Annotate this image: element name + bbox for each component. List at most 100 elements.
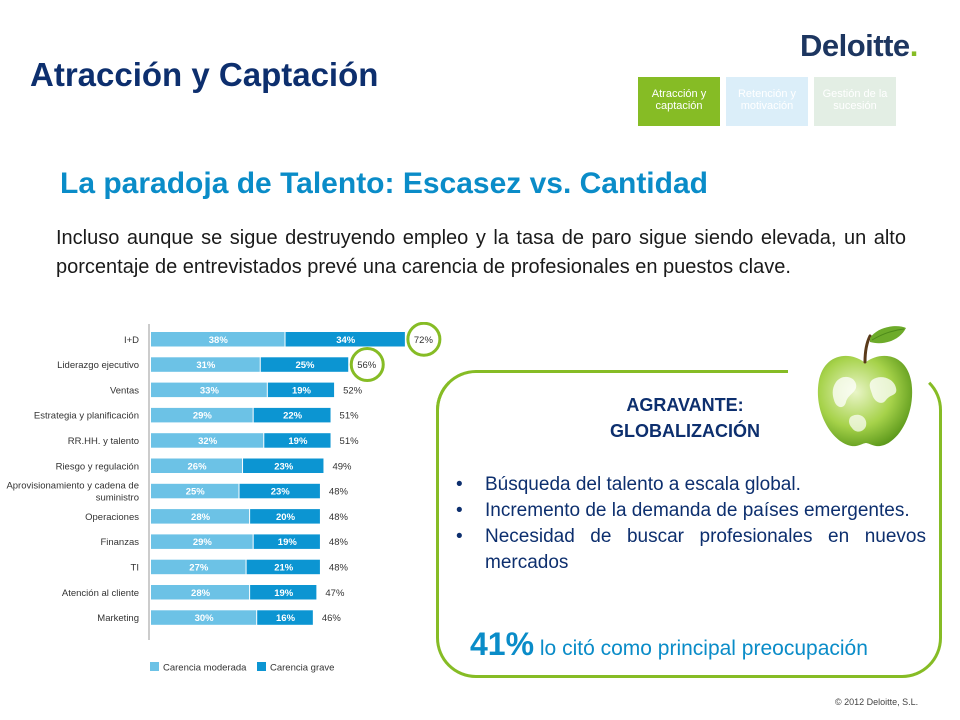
- stat-value: 41%: [470, 626, 535, 662]
- globalization-bullets: Búsqueda del talento a escala global. In…: [456, 472, 926, 576]
- legend-swatch: [257, 662, 266, 671]
- category-label: Liderazgo ejecutivo: [57, 360, 139, 371]
- category-label: Ventas: [110, 385, 139, 396]
- bar-segment: [151, 357, 260, 372]
- total-label: 51%: [340, 411, 360, 422]
- category-label: Finanzas: [100, 537, 139, 548]
- bar-segment: [285, 332, 405, 347]
- category-label: Estrategia y planificación: [34, 411, 139, 422]
- tab-retencion[interactable]: Retención y motivación: [726, 77, 808, 126]
- bar-segment: [151, 433, 264, 448]
- bar-segment: [151, 509, 250, 524]
- bullet-item: Necesidad de buscar profesionales en nue…: [456, 524, 926, 576]
- bar-value-label: 16%: [276, 613, 296, 624]
- bar-segment: [151, 610, 257, 625]
- bar-segment: [257, 610, 313, 625]
- bar-value-label: 20%: [276, 512, 296, 523]
- total-label: 48%: [329, 537, 349, 548]
- bar-value-label: 25%: [295, 360, 315, 371]
- bar-value-label: 23%: [271, 487, 291, 498]
- copyright: © 2012 Deloitte, S.L.: [835, 697, 919, 707]
- globe-apple-icon: [817, 326, 913, 447]
- bullet-item: Búsqueda del talento a escala global.: [456, 472, 926, 498]
- category-label: Operaciones: [85, 512, 139, 523]
- bar-value-label: 27%: [189, 562, 209, 573]
- total-label: 72%: [414, 335, 434, 346]
- bar-segment: [151, 483, 239, 499]
- total-label: 52%: [343, 385, 363, 396]
- bar-segment: [253, 407, 331, 423]
- bar-segment: [151, 407, 253, 423]
- bar-segment: [151, 382, 267, 398]
- total-label: 47%: [325, 588, 345, 599]
- panel-top-border: [476, 370, 788, 373]
- bar-segment: [151, 534, 253, 549]
- bar-segment: [151, 458, 243, 473]
- bar-segment: [151, 559, 246, 575]
- bar-value-label: 28%: [191, 512, 211, 523]
- bar-value-label: 22%: [283, 411, 303, 422]
- panel-heading-line-1: AGRAVANTE:: [626, 395, 744, 415]
- total-label: 46%: [322, 613, 342, 624]
- bar-value-label: 21%: [274, 562, 294, 573]
- category-label: I+D: [124, 335, 139, 346]
- total-label: 48%: [329, 512, 349, 523]
- category-label: Riesgo y regulación: [56, 461, 139, 472]
- slide-subtitle: La paradoja de Talento: Escasez vs. Cant…: [60, 167, 708, 200]
- bullet-item: Incremento de la demanda de países emerg…: [456, 498, 926, 524]
- category-label: RR.HH. y talento: [68, 436, 139, 447]
- panel-heading: AGRAVANTE: GLOBALIZACIÓN: [560, 392, 810, 444]
- bar-segment: [264, 433, 331, 448]
- bar-value-label: 19%: [292, 385, 312, 396]
- legend-label: Carencia grave: [270, 663, 334, 674]
- panel-heading-line-2: GLOBALIZACIÓN: [610, 421, 760, 441]
- category-label: TI: [131, 562, 139, 573]
- bar-segment: [239, 483, 320, 499]
- category-label: Marketing: [97, 613, 139, 624]
- bar-value-label: 34%: [336, 335, 356, 346]
- bar-segment: [246, 559, 320, 575]
- stat-text: lo citó como principal preocupación: [539, 637, 868, 660]
- tab-sucesion[interactable]: Gestión de la sucesión: [814, 77, 896, 126]
- total-label: 51%: [340, 436, 360, 447]
- bar-value-label: 30%: [195, 613, 215, 624]
- tab-atraccion[interactable]: Atracción y captación: [638, 77, 720, 126]
- bar-value-label: 32%: [198, 436, 218, 447]
- bar-value-label: 31%: [196, 360, 216, 371]
- bar-value-label: 23%: [274, 461, 294, 472]
- bar-value-label: 25%: [186, 487, 206, 498]
- bar-segment: [151, 585, 250, 600]
- bar-value-label: 19%: [274, 588, 294, 599]
- section-tabs: Atracción y captación Retención y motiva…: [638, 77, 896, 126]
- bar-value-label: 26%: [188, 461, 208, 472]
- bar-segment: [250, 509, 320, 524]
- total-label: 48%: [329, 487, 349, 498]
- bar-value-label: 29%: [193, 411, 213, 422]
- category-label: suministro: [96, 493, 139, 504]
- bar-segment: [243, 458, 324, 473]
- page-title: Atracción y Captación: [30, 56, 379, 93]
- bar-value-label: 28%: [191, 588, 211, 599]
- category-label: Atención al cliente: [62, 588, 139, 599]
- legend-label: Carencia moderada: [163, 663, 247, 674]
- legend-swatch: [150, 662, 159, 671]
- total-label: 48%: [329, 562, 349, 573]
- category-label: Aprovisionamiento y cadena de: [6, 481, 139, 492]
- stat-line: 41% lo citó como principal preocupación: [470, 626, 868, 663]
- total-label: 56%: [357, 360, 377, 371]
- talent-shortage-chart: I+D 38% 34% 72% Liderazgo ejecutivo 31% 25% 56%…: [6, 322, 442, 674]
- bar-value-label: 19%: [288, 436, 308, 447]
- highlight-circle: [406, 322, 442, 357]
- deloitte-logo: Deloitte.: [800, 28, 918, 63]
- intro-paragraph: Incluso aunque se sigue destruyendo empl…: [56, 227, 906, 278]
- bar-value-label: 19%: [278, 537, 298, 548]
- bar-segment: [253, 534, 320, 549]
- bar-segment: [260, 357, 349, 372]
- highlight-circle: [349, 347, 385, 383]
- bar-segment: [151, 332, 285, 347]
- agravante-panel: [436, 370, 942, 678]
- bar-segment: [267, 382, 335, 398]
- bar-segment: [250, 585, 317, 600]
- bar-value-label: 38%: [209, 335, 229, 346]
- bar-value-label: 33%: [200, 385, 220, 396]
